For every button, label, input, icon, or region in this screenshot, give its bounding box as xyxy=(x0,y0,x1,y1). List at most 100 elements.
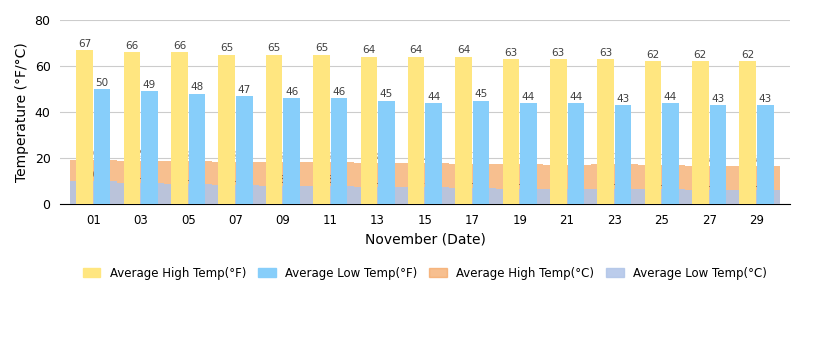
Bar xyxy=(70,160,117,205)
Bar xyxy=(520,103,537,205)
Bar xyxy=(710,105,726,205)
Bar xyxy=(212,162,259,205)
Bar xyxy=(171,52,188,205)
Bar xyxy=(615,105,632,205)
Text: 44: 44 xyxy=(427,92,441,102)
Text: 63: 63 xyxy=(505,48,518,58)
Bar xyxy=(426,103,442,205)
Text: 8: 8 xyxy=(327,174,334,185)
Bar xyxy=(503,59,520,205)
Text: 7.6: 7.6 xyxy=(417,176,433,185)
Text: 46: 46 xyxy=(332,87,345,97)
Bar xyxy=(568,103,584,205)
Text: 8.4: 8.4 xyxy=(227,174,244,184)
Text: 45: 45 xyxy=(475,89,488,99)
Bar xyxy=(740,62,756,205)
Bar xyxy=(141,92,158,205)
Text: 43: 43 xyxy=(711,94,725,104)
Text: 63: 63 xyxy=(599,48,613,58)
Bar xyxy=(733,166,780,205)
Text: 66: 66 xyxy=(173,41,186,51)
Text: 49: 49 xyxy=(143,80,156,90)
Text: 16.7: 16.7 xyxy=(697,155,720,164)
Text: 46: 46 xyxy=(285,87,298,97)
Bar xyxy=(378,101,394,205)
Bar xyxy=(662,103,679,205)
Bar xyxy=(550,59,567,205)
Bar xyxy=(638,189,686,205)
Text: 17.1: 17.1 xyxy=(650,153,673,164)
Text: 18.3: 18.3 xyxy=(319,151,342,161)
Text: 48: 48 xyxy=(190,83,203,92)
Text: 10: 10 xyxy=(87,170,100,180)
Bar xyxy=(733,190,780,205)
Bar xyxy=(218,55,235,205)
Text: 47: 47 xyxy=(237,85,251,95)
Text: 64: 64 xyxy=(409,46,422,55)
Bar xyxy=(401,163,449,205)
Text: 44: 44 xyxy=(569,92,583,102)
Text: 18: 18 xyxy=(418,152,432,161)
Text: 8: 8 xyxy=(280,174,286,185)
Bar xyxy=(266,55,282,205)
Bar xyxy=(638,165,686,205)
Y-axis label: Temperature (°F/°C): Temperature (°F/°C) xyxy=(15,42,29,182)
Bar xyxy=(449,188,496,205)
Bar xyxy=(408,57,424,205)
Bar xyxy=(117,183,164,205)
Bar xyxy=(591,164,638,205)
Bar xyxy=(94,89,110,205)
Bar xyxy=(496,189,544,205)
Bar xyxy=(757,105,774,205)
Bar xyxy=(164,184,212,205)
Text: 9.4: 9.4 xyxy=(133,171,149,181)
Bar xyxy=(449,164,496,205)
Text: 44: 44 xyxy=(522,92,535,102)
Text: 62: 62 xyxy=(741,50,754,60)
Text: 17.4: 17.4 xyxy=(603,153,626,163)
Bar xyxy=(283,98,300,205)
Bar xyxy=(496,164,544,205)
Text: 67: 67 xyxy=(78,39,91,49)
Text: 6.5: 6.5 xyxy=(559,178,575,188)
Bar xyxy=(117,161,164,205)
Text: 65: 65 xyxy=(315,43,328,53)
Text: 6.2: 6.2 xyxy=(701,179,717,189)
X-axis label: November (Date): November (Date) xyxy=(364,233,486,247)
Text: 17.7: 17.7 xyxy=(461,152,484,162)
Bar xyxy=(354,163,401,205)
Bar xyxy=(692,62,709,205)
Bar xyxy=(686,190,733,205)
Text: 64: 64 xyxy=(362,46,375,55)
Bar xyxy=(354,187,401,205)
Text: 18.3: 18.3 xyxy=(271,151,295,161)
Bar xyxy=(313,55,330,205)
Text: 50: 50 xyxy=(95,78,109,88)
Text: 62: 62 xyxy=(647,50,660,60)
Bar xyxy=(212,185,259,205)
Bar xyxy=(686,166,733,205)
Text: 62: 62 xyxy=(694,50,707,60)
Text: 8.9: 8.9 xyxy=(180,173,197,182)
Bar xyxy=(401,187,449,205)
Text: 19: 19 xyxy=(134,149,148,159)
Text: 6.2: 6.2 xyxy=(748,179,764,189)
Bar xyxy=(259,186,306,205)
Bar xyxy=(544,189,591,205)
Text: 66: 66 xyxy=(125,41,139,51)
Text: 7.2: 7.2 xyxy=(464,176,481,186)
Bar xyxy=(591,189,638,205)
Bar xyxy=(544,165,591,205)
Text: 16.7: 16.7 xyxy=(745,155,768,164)
Text: 43: 43 xyxy=(759,94,772,104)
Text: 65: 65 xyxy=(267,43,281,53)
Bar xyxy=(306,186,354,205)
Text: 63: 63 xyxy=(552,48,565,58)
Bar xyxy=(259,162,306,205)
Text: 17.4: 17.4 xyxy=(508,153,531,163)
Text: 6.9: 6.9 xyxy=(606,177,622,187)
Text: 18.8: 18.8 xyxy=(177,150,200,160)
Text: 6.5: 6.5 xyxy=(653,178,670,188)
Text: 17.1: 17.1 xyxy=(555,153,579,164)
Bar xyxy=(598,59,614,205)
